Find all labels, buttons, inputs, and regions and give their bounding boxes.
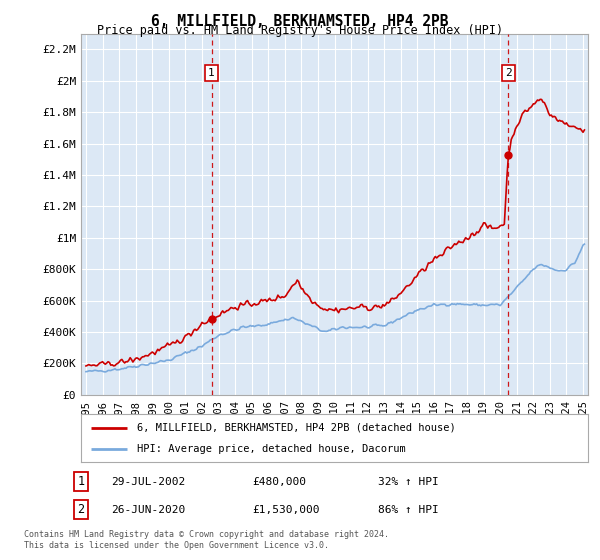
- Text: This data is licensed under the Open Government Licence v3.0.: This data is licensed under the Open Gov…: [24, 541, 329, 550]
- Text: 26-JUN-2020: 26-JUN-2020: [111, 505, 185, 515]
- Text: 2: 2: [505, 68, 512, 78]
- Text: £480,000: £480,000: [252, 477, 306, 487]
- Text: £1,530,000: £1,530,000: [252, 505, 320, 515]
- Text: 29-JUL-2002: 29-JUL-2002: [111, 477, 185, 487]
- Text: Contains HM Land Registry data © Crown copyright and database right 2024.: Contains HM Land Registry data © Crown c…: [24, 530, 389, 539]
- Text: 1: 1: [77, 475, 85, 488]
- Text: 86% ↑ HPI: 86% ↑ HPI: [378, 505, 439, 515]
- Text: 6, MILLFIELD, BERKHAMSTED, HP4 2PB: 6, MILLFIELD, BERKHAMSTED, HP4 2PB: [151, 14, 449, 29]
- Text: 6, MILLFIELD, BERKHAMSTED, HP4 2PB (detached house): 6, MILLFIELD, BERKHAMSTED, HP4 2PB (deta…: [137, 423, 455, 433]
- Text: 2: 2: [77, 503, 85, 516]
- Text: 32% ↑ HPI: 32% ↑ HPI: [378, 477, 439, 487]
- Text: Price paid vs. HM Land Registry's House Price Index (HPI): Price paid vs. HM Land Registry's House …: [97, 24, 503, 36]
- Text: HPI: Average price, detached house, Dacorum: HPI: Average price, detached house, Daco…: [137, 444, 406, 454]
- Text: 1: 1: [208, 68, 215, 78]
